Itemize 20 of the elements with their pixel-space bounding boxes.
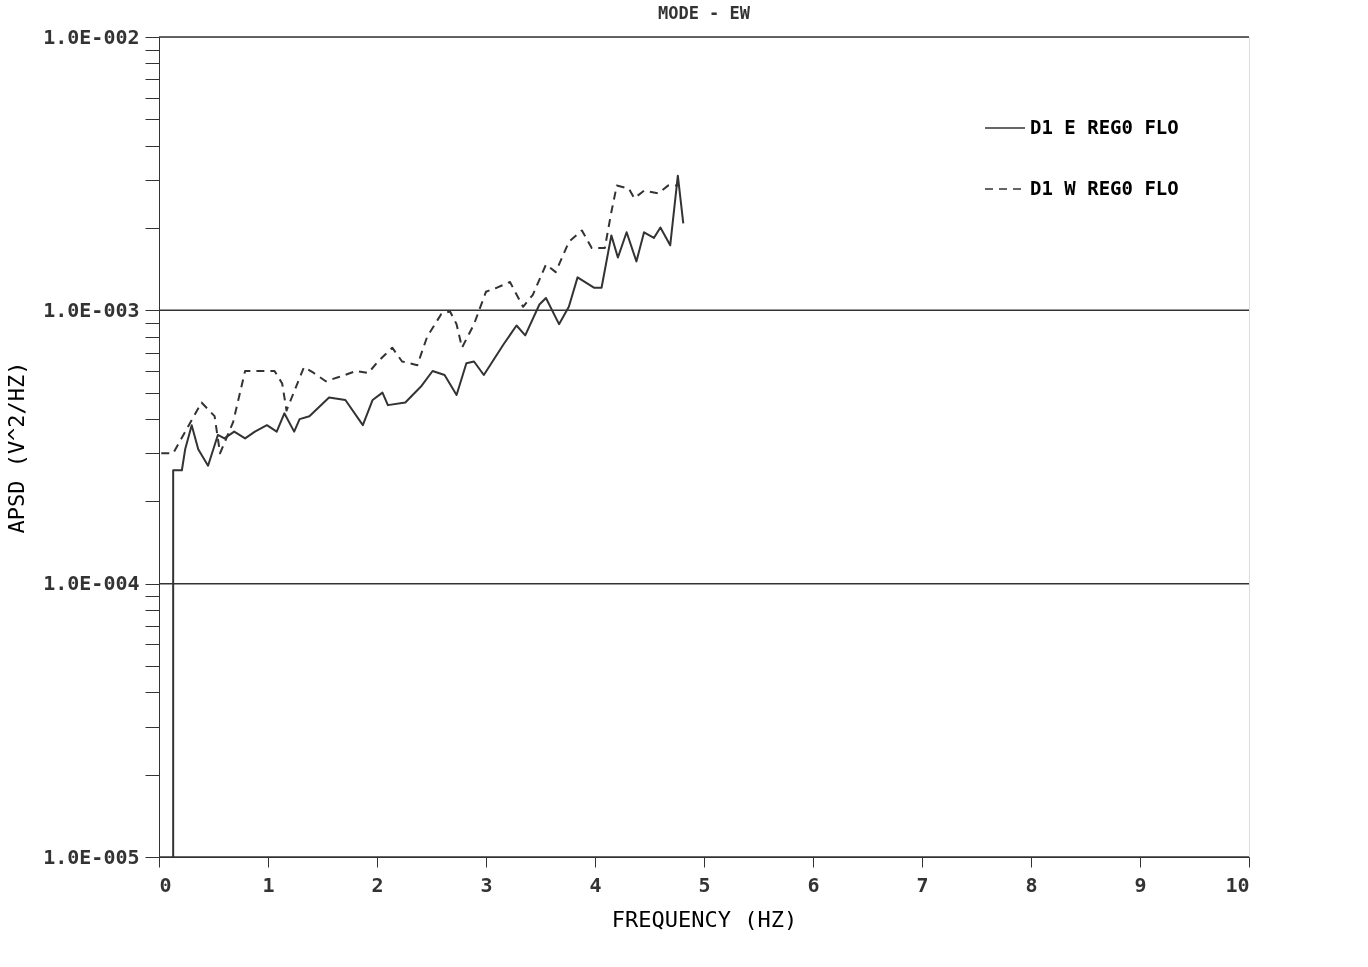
y-tick-label: 1.0E-005	[43, 844, 140, 869]
x-tick-label: 3	[480, 872, 493, 897]
chart-title: MODE - EW	[657, 3, 751, 23]
legend-label: D1 E REG0 FLO	[1030, 116, 1179, 138]
legend-label: D1 W REG0 FLO	[1030, 177, 1179, 199]
x-tick-label: 10	[1225, 872, 1250, 897]
x-tick-label: 5	[698, 872, 711, 897]
x-tick-label: 2	[371, 872, 384, 897]
x-tick-label: 6	[807, 872, 820, 897]
y-tick-label: 1.0E-004	[43, 571, 140, 596]
x-tick-label: 1	[262, 872, 275, 897]
y-tick-label: 1.0E-003	[43, 297, 140, 322]
x-axis-title: FREQUENCY (HZ)	[611, 906, 798, 932]
y-axis-title: APSD (V^2/HZ)	[4, 361, 30, 534]
y-tick-label: 1.0E-002	[43, 24, 140, 49]
x-tick-label: 8	[1025, 872, 1038, 897]
x-tick-label: 0	[159, 872, 172, 897]
x-tick-label: 4	[589, 872, 602, 897]
x-tick-label: 9	[1134, 872, 1147, 897]
x-tick-label: 7	[916, 872, 929, 897]
